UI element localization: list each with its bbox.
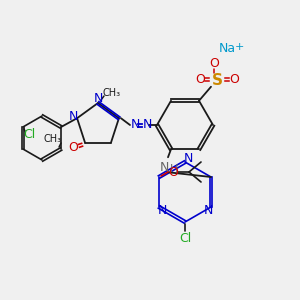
Text: O: O <box>209 57 219 70</box>
Text: CH₃: CH₃ <box>44 134 62 144</box>
Text: H: H <box>170 164 178 174</box>
Text: Cl: Cl <box>179 232 191 244</box>
Text: N: N <box>68 110 78 123</box>
Text: S: S <box>212 73 223 88</box>
Text: Cl: Cl <box>23 128 35 142</box>
Text: N: N <box>183 152 193 164</box>
Text: N: N <box>203 205 213 218</box>
Text: O: O <box>229 73 239 86</box>
Text: O: O <box>68 141 78 154</box>
Text: CH₃: CH₃ <box>103 88 121 98</box>
Text: N: N <box>130 118 140 131</box>
Text: N: N <box>157 205 167 218</box>
Text: N: N <box>159 161 169 174</box>
Text: O: O <box>195 73 205 86</box>
Text: N: N <box>142 118 152 131</box>
Text: +: + <box>234 42 244 52</box>
Text: Na: Na <box>218 42 236 55</box>
Text: O: O <box>168 166 178 178</box>
Text: N: N <box>93 92 103 106</box>
